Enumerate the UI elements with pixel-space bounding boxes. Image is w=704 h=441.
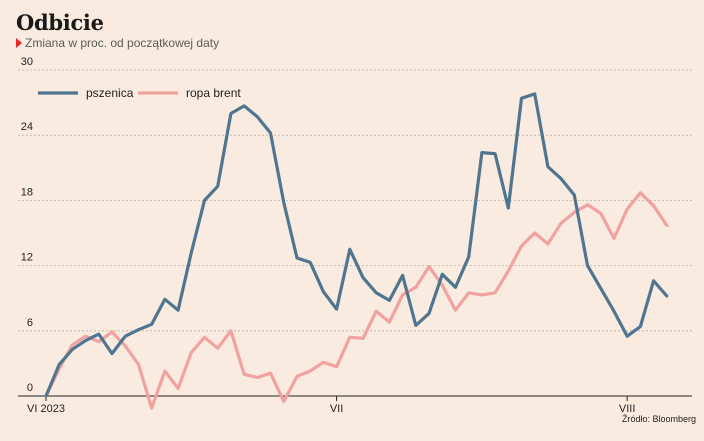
x-tick-label: VIII [619,403,636,415]
x-tick-label: VII [330,403,343,415]
legend-label-ropa-brent: ropa brent [186,86,241,100]
y-tick-label: 0 [27,382,33,394]
chart-title: Odbicie [16,10,104,35]
x-tick-label: VI 2023 [27,403,65,415]
source-note: Źródło: Bloomberg [621,414,696,424]
chart-subtitle: Zmiana w proc. od początkowej daty [16,36,219,50]
series-line-pszenica [44,92,669,398]
y-tick-label: 18 [21,186,33,198]
y-tick-label: 24 [21,121,33,133]
y-tick-label: 30 [21,56,33,68]
chart-subtitle-text: Zmiana w proc. od początkowej daty [25,36,220,50]
legend-label-pszenica: pszenica [86,86,134,100]
red-triangle-icon [16,38,22,48]
series-line-ropa-brent [44,191,669,410]
y-tick-label: 6 [27,317,33,329]
y-tick-label: 12 [21,252,33,264]
